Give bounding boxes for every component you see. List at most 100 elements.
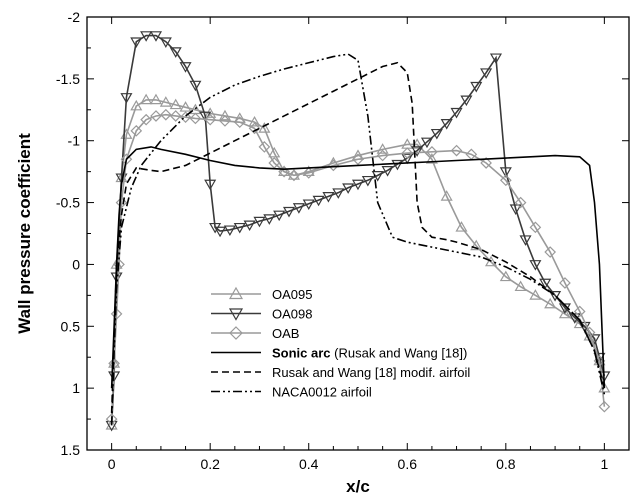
legend-item: OA095 — [211, 286, 312, 302]
series-point — [426, 146, 438, 158]
series-point — [169, 47, 182, 58]
series-point — [288, 169, 300, 182]
series-point — [258, 122, 271, 133]
series-point — [130, 99, 143, 111]
series-point — [519, 235, 532, 246]
legend-label: Sonic arc (Rusak and Wang [18]) — [272, 346, 467, 361]
series-point — [302, 167, 315, 179]
series-point — [558, 307, 571, 319]
series-point — [391, 159, 404, 171]
series-point — [149, 31, 163, 42]
y-tick-label: 0.5 — [61, 318, 81, 334]
series-point — [233, 116, 246, 129]
x-tick-label: 1 — [600, 456, 608, 472]
series-point — [204, 179, 217, 191]
legend-marker — [228, 286, 244, 300]
series-point — [460, 95, 473, 107]
series-point — [214, 226, 227, 238]
series-point — [130, 37, 143, 48]
legend-item: Rusak and Wang [18] modif. airfoil — [211, 365, 470, 380]
series-point — [204, 113, 217, 126]
series-point — [248, 115, 261, 127]
legend-label-name: Sonic arc — [272, 346, 331, 361]
series-point — [140, 93, 153, 105]
y-tick-label: -1 — [68, 133, 81, 149]
series-point — [489, 53, 502, 65]
series-point — [322, 192, 335, 203]
series-point — [110, 308, 123, 320]
series-point — [539, 278, 552, 290]
legend-label: OA098 — [272, 307, 312, 322]
series-point — [149, 93, 163, 105]
series-layer — [105, 31, 611, 432]
series-point — [189, 80, 202, 92]
y-tick-label: 0 — [72, 256, 80, 272]
series-point — [263, 214, 276, 225]
series-point — [179, 111, 192, 124]
legend: OA095 OA098 OAB Sonic arc (Rusak and Wang [… — [211, 286, 470, 400]
series-point — [509, 204, 522, 215]
series-point — [159, 108, 172, 121]
legend-item: Sonic arc (Rusak and Wang [18]) — [211, 346, 467, 361]
series-point — [583, 326, 596, 339]
series-point — [159, 37, 172, 48]
legend-label: Rusak and Wang [18] modif. airfoil — [272, 365, 470, 380]
x-tick-label: 0.8 — [496, 456, 516, 472]
series-point — [598, 400, 611, 413]
series-point — [140, 113, 152, 126]
series-point — [223, 225, 236, 236]
series-point — [480, 157, 492, 169]
series-point — [450, 144, 463, 157]
series-line — [110, 113, 606, 420]
legend-label-suffix: (Rusak and Wang [18]) — [331, 346, 468, 361]
series-point — [430, 128, 443, 140]
y-tick-label: 1.5 — [61, 442, 81, 458]
series-3 — [110, 146, 606, 389]
series-point — [450, 107, 463, 119]
series-point — [440, 190, 453, 201]
series-point — [278, 165, 290, 178]
series-point — [529, 221, 542, 234]
series-point — [140, 31, 153, 42]
series-point — [549, 291, 562, 302]
series-point — [485, 255, 498, 267]
series-point — [544, 246, 557, 258]
series-point — [218, 109, 231, 121]
x-axis-title: x/c — [346, 477, 370, 496]
series-point — [529, 289, 542, 300]
series-point — [420, 137, 434, 149]
legend-item: OAB — [211, 326, 299, 341]
series-point — [282, 206, 296, 218]
series-point — [113, 258, 125, 271]
series-point — [248, 122, 261, 135]
series-point — [105, 419, 118, 430]
series-point — [529, 260, 542, 271]
y-tick-label: 1 — [72, 380, 80, 396]
series-point — [115, 196, 128, 209]
series-point — [401, 147, 414, 159]
x-tick-label: 0.2 — [200, 456, 220, 472]
series-point — [159, 96, 172, 107]
series-point — [514, 196, 527, 209]
series-point — [499, 174, 512, 187]
series-point — [253, 216, 266, 228]
series-point — [302, 199, 315, 211]
series-point — [559, 277, 571, 289]
series-point — [258, 141, 271, 153]
series-point — [480, 68, 493, 79]
legend-label: OAB — [272, 326, 299, 341]
series-point — [514, 280, 527, 292]
y-axis-title: Wall pressure coefficient — [15, 133, 34, 334]
x-tick-label: 0.4 — [299, 456, 319, 472]
series-point — [455, 221, 468, 232]
legend-label: NACA0012 airfoil — [272, 385, 372, 400]
series-line — [110, 146, 606, 389]
series-point — [273, 210, 286, 222]
series-point — [169, 98, 182, 110]
legend-marker — [228, 308, 244, 321]
series-point — [425, 153, 438, 164]
series-point — [381, 166, 394, 177]
y-tick-label: -0.5 — [56, 195, 80, 211]
series-point — [499, 167, 512, 178]
series-point — [189, 112, 202, 125]
